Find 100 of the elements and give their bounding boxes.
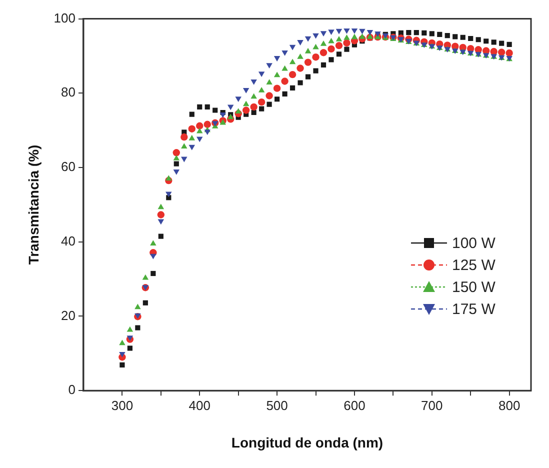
point bbox=[142, 274, 149, 280]
point bbox=[134, 304, 141, 310]
point bbox=[328, 57, 334, 62]
point bbox=[180, 133, 188, 141]
point bbox=[484, 38, 489, 44]
y-tick-label: 80 bbox=[61, 84, 76, 100]
point bbox=[359, 28, 366, 34]
point bbox=[242, 100, 250, 106]
point bbox=[304, 36, 312, 42]
point bbox=[289, 58, 296, 64]
point bbox=[250, 93, 257, 99]
point bbox=[250, 79, 257, 85]
point bbox=[304, 48, 312, 54]
y-tick-label: 40 bbox=[61, 233, 76, 248]
point bbox=[274, 96, 280, 102]
point bbox=[297, 40, 304, 46]
point bbox=[204, 120, 211, 128]
point bbox=[119, 352, 126, 358]
point bbox=[313, 68, 318, 74]
point bbox=[328, 30, 334, 36]
point bbox=[196, 122, 204, 130]
y-tick-label: 100 bbox=[54, 10, 76, 26]
point bbox=[298, 80, 303, 86]
point bbox=[158, 204, 164, 210]
point bbox=[506, 42, 512, 47]
point bbox=[344, 34, 350, 40]
point bbox=[204, 130, 210, 136]
point bbox=[491, 40, 496, 45]
x-tick-label: 700 bbox=[421, 398, 443, 413]
point bbox=[304, 58, 312, 66]
point bbox=[266, 92, 273, 100]
point bbox=[274, 56, 280, 62]
y-tick-label: 60 bbox=[61, 159, 76, 174]
point bbox=[366, 30, 374, 36]
point bbox=[235, 96, 242, 102]
point bbox=[150, 240, 156, 246]
x-axis-title: Longitud de onda (nm) bbox=[231, 434, 384, 450]
point bbox=[282, 91, 288, 96]
legend-label: 150 W bbox=[452, 278, 496, 296]
point bbox=[266, 79, 272, 85]
point bbox=[197, 104, 202, 110]
point bbox=[127, 346, 132, 351]
point bbox=[242, 88, 250, 94]
point bbox=[212, 108, 218, 113]
point bbox=[437, 32, 442, 37]
point bbox=[305, 74, 311, 80]
y-tick-label: 0 bbox=[68, 382, 76, 398]
point bbox=[158, 219, 164, 225]
point bbox=[196, 128, 203, 134]
point bbox=[414, 30, 419, 36]
point bbox=[150, 270, 156, 276]
point bbox=[119, 340, 126, 346]
point bbox=[289, 44, 296, 50]
x-tick-label: 300 bbox=[111, 398, 134, 413]
point bbox=[259, 106, 264, 112]
point bbox=[344, 46, 350, 52]
point bbox=[343, 39, 350, 47]
point bbox=[258, 72, 265, 78]
point bbox=[422, 30, 427, 36]
point bbox=[181, 143, 188, 148]
point bbox=[312, 33, 319, 39]
point bbox=[320, 31, 327, 37]
point bbox=[476, 37, 481, 42]
point bbox=[351, 34, 358, 40]
legend-label: 100 W bbox=[452, 234, 496, 252]
point bbox=[150, 254, 156, 260]
point bbox=[189, 112, 194, 117]
point bbox=[188, 144, 195, 150]
legend-label: 125 W bbox=[452, 256, 496, 274]
point bbox=[157, 211, 165, 218]
point bbox=[336, 28, 342, 34]
point bbox=[282, 65, 288, 71]
point bbox=[506, 49, 513, 57]
point bbox=[406, 30, 412, 36]
point bbox=[166, 192, 172, 198]
y-axis-title: Transmitancia (%) bbox=[25, 144, 42, 265]
point bbox=[336, 52, 342, 57]
point bbox=[312, 44, 319, 50]
point bbox=[281, 78, 288, 85]
point bbox=[126, 326, 134, 332]
point bbox=[174, 161, 179, 166]
point bbox=[335, 42, 343, 50]
point bbox=[312, 53, 320, 61]
point bbox=[251, 110, 256, 116]
point bbox=[290, 85, 296, 90]
x-tick-label: 400 bbox=[188, 398, 210, 413]
point bbox=[296, 64, 304, 72]
point bbox=[135, 325, 140, 330]
point bbox=[273, 84, 281, 92]
point bbox=[120, 362, 125, 368]
point bbox=[344, 28, 350, 34]
point bbox=[204, 104, 210, 110]
point bbox=[258, 98, 266, 106]
point bbox=[266, 102, 272, 107]
point bbox=[288, 70, 296, 78]
point bbox=[498, 48, 506, 56]
point bbox=[468, 36, 474, 42]
x-tick-label: 800 bbox=[498, 398, 520, 413]
point bbox=[258, 86, 265, 92]
point bbox=[359, 33, 366, 39]
